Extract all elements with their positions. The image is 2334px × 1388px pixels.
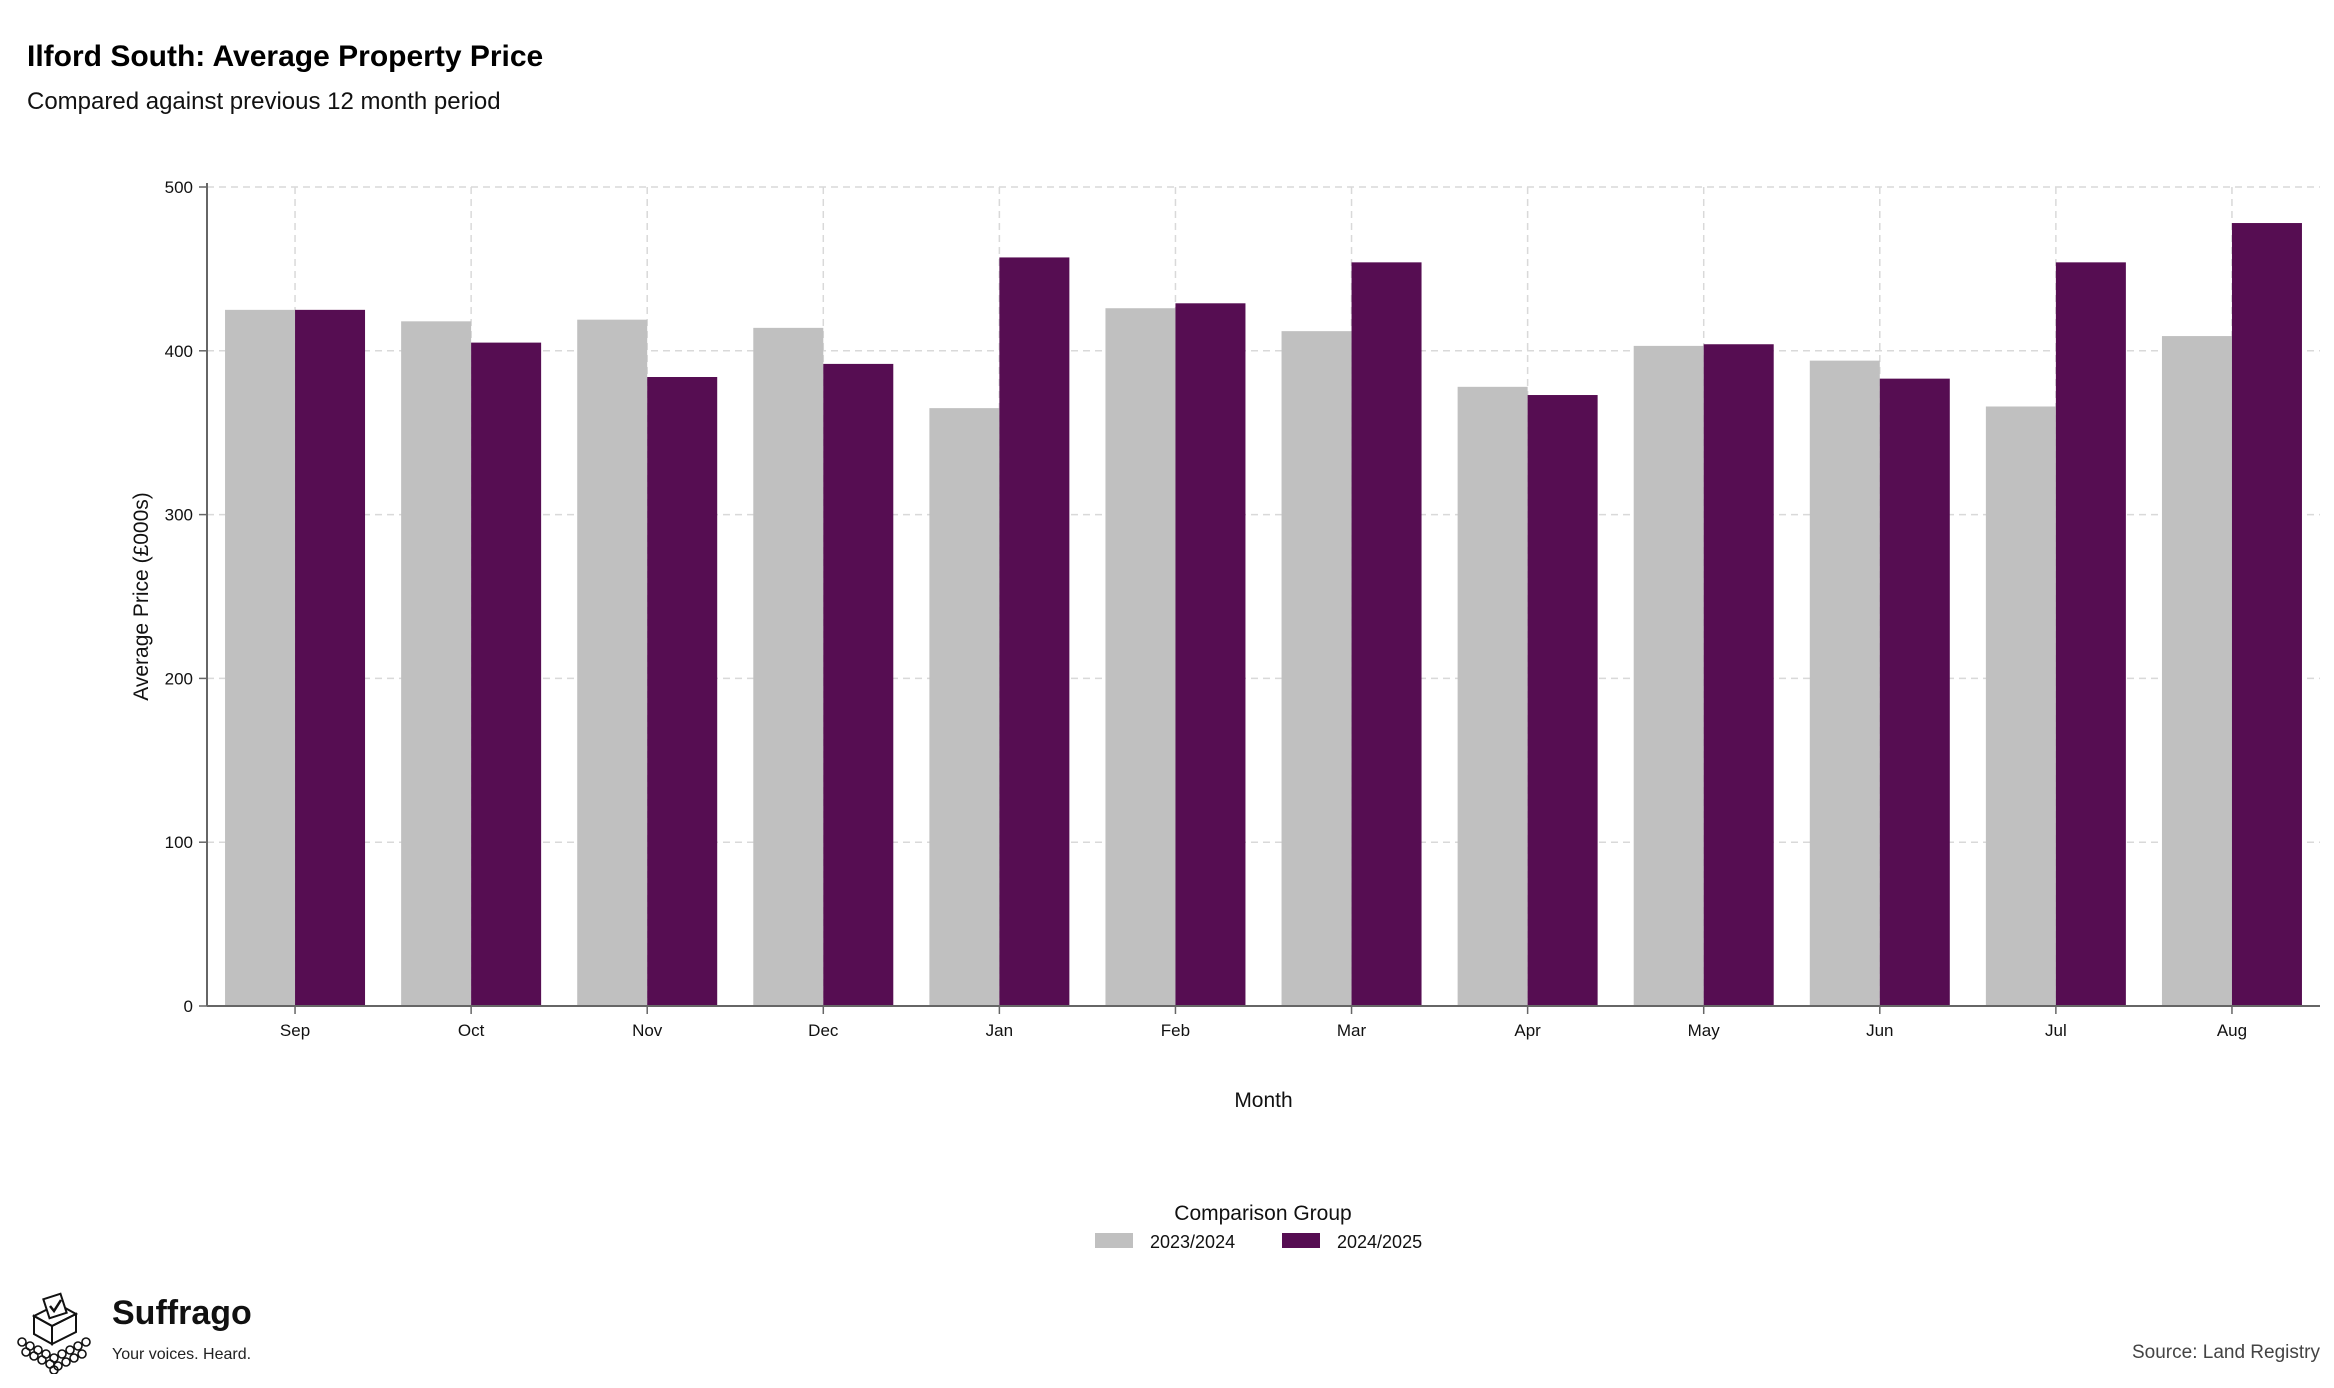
bar-2023-2024-dec: [753, 327, 824, 1006]
bar-2023-2024-jun: [1809, 360, 1880, 1006]
legend-swatch-2024-2025: [1282, 1233, 1320, 1248]
bar-2023-2024-oct: [401, 321, 472, 1006]
bars: [225, 223, 2302, 1007]
legend-label-2024-2025: 2024/2025: [1337, 1232, 1422, 1252]
bar-2023-2024-aug: [2161, 336, 2232, 1007]
bar-2024-2025-dec: [823, 363, 894, 1006]
bar-2023-2024-apr: [1457, 386, 1528, 1006]
x-tick-label: Jan: [986, 1021, 1013, 1040]
ballot-box-icon: [17, 1292, 91, 1374]
x-tick-label: May: [1688, 1021, 1721, 1040]
y-tick-label: 300: [165, 506, 193, 525]
x-tick-label: Jun: [1866, 1021, 1893, 1040]
x-tick-label: Apr: [1514, 1021, 1541, 1040]
bar-2024-2025-jun: [1879, 378, 1950, 1006]
y-tick-label: 400: [165, 342, 193, 361]
bar-2023-2024-sep: [225, 309, 296, 1007]
bar-2023-2024-feb: [1105, 308, 1176, 1006]
y-axis-title: Average Price (£000s): [130, 492, 153, 701]
bar-2023-2024-may: [1633, 345, 1704, 1006]
x-axis-title: Month: [1234, 1089, 1292, 1112]
bar-2024-2025-jul: [2055, 262, 2126, 1006]
chart-subtitle: Compared against previous 12 month perio…: [27, 88, 501, 115]
chart-title: Ilford South: Average Property Price: [27, 40, 544, 73]
bar-2024-2025-jan: [999, 257, 1070, 1007]
bar-2024-2025-feb: [1175, 303, 1246, 1007]
x-tick-label: Dec: [808, 1021, 839, 1040]
legend: 2023/2024 2024/2025: [1095, 1232, 1422, 1252]
x-tick-label: Mar: [1337, 1021, 1367, 1040]
y-tick-label: 100: [165, 833, 193, 852]
x-tick-label: Jul: [2045, 1021, 2067, 1040]
bar-2024-2025-nov: [647, 377, 718, 1006]
brand-name: Suffrago: [112, 1294, 252, 1332]
source-note: Source: Land Registry: [2132, 1342, 2320, 1363]
bar-2023-2024-jul: [1985, 406, 2056, 1006]
brand-logo: Suffrago Your voices. Heard.: [14, 1292, 274, 1374]
x-tick-label: Nov: [632, 1021, 663, 1040]
bar-2023-2024-nov: [577, 319, 648, 1007]
bar-2024-2025-aug: [2231, 223, 2302, 1006]
bar-2024-2025-apr: [1527, 395, 1598, 1006]
bar-2024-2025-may: [1703, 344, 1774, 1006]
y-tick-label: 200: [165, 669, 193, 688]
bar-2024-2025-sep: [295, 309, 366, 1007]
bar-2024-2025-oct: [471, 342, 542, 1006]
legend-swatch-2023-2024: [1095, 1233, 1133, 1248]
x-tick-label: Oct: [458, 1021, 485, 1040]
axes: 0 100 200 300 400 500 Sep Oct Nov Dec Jan Feb Mar Apr…: [165, 178, 2320, 1040]
x-tick-label: Feb: [1161, 1021, 1190, 1040]
bar-2024-2025-mar: [1351, 262, 1422, 1006]
bar-2023-2024-jan: [929, 408, 1000, 1006]
legend-label-2023-2024: 2023/2024: [1150, 1232, 1235, 1252]
y-tick-label: 0: [184, 997, 193, 1016]
bar-2023-2024-mar: [1281, 331, 1352, 1006]
brand-tagline: Your voices. Heard.: [112, 1346, 252, 1363]
legend-title: Comparison Group: [1174, 1202, 1351, 1225]
x-tick-label: Aug: [2217, 1021, 2247, 1040]
y-tick-label: 500: [165, 178, 193, 197]
x-tick-label: Sep: [280, 1021, 310, 1040]
